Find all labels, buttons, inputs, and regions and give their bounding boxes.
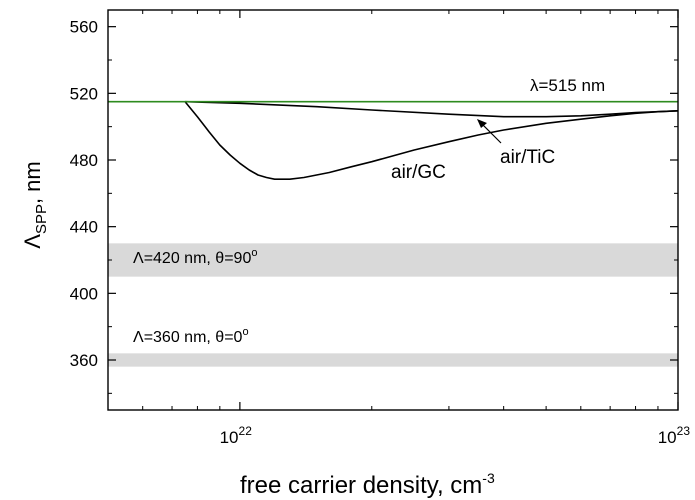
- y-tick-label-1: 400: [70, 284, 98, 303]
- y-tick-label-3: 480: [70, 151, 98, 170]
- band-0: [108, 243, 678, 277]
- air-tic-arrow: [477, 119, 502, 144]
- y-tick-label-5: 560: [70, 18, 98, 37]
- plot-frame: [107, 9, 679, 411]
- air-gc-label: air/GC: [391, 162, 446, 183]
- band-label-360: Λ=360 nm, θ=0o: [133, 326, 249, 346]
- band-1: [108, 353, 678, 367]
- band-label-420: Λ=420 nm, θ=90o: [133, 247, 257, 267]
- bands-layer: [108, 243, 678, 367]
- lambda-label: λ=515 nm: [530, 76, 605, 95]
- series-line-1: [185, 100, 679, 118]
- minor-ticks: [108, 10, 678, 410]
- y-axis-ticks: 360 400 440 480 520 560: [70, 18, 678, 370]
- x-axis-title: free carrier density, cm-3: [240, 470, 495, 499]
- series-line-0: [184, 101, 679, 180]
- x-tick-label-0: 1022: [220, 424, 253, 447]
- y-axis-title: ΛSPP, nm: [20, 161, 50, 249]
- y-tick-label-4: 520: [70, 84, 98, 103]
- y-tick-label-2: 440: [70, 218, 98, 237]
- x-axis-ticks: 1022 1023: [220, 10, 691, 447]
- air-tic-label: air/TiC: [500, 147, 555, 168]
- x-tick-label-1: 1023: [658, 424, 691, 447]
- series-layer: [108, 100, 679, 180]
- y-tick-label-0: 360: [70, 351, 98, 370]
